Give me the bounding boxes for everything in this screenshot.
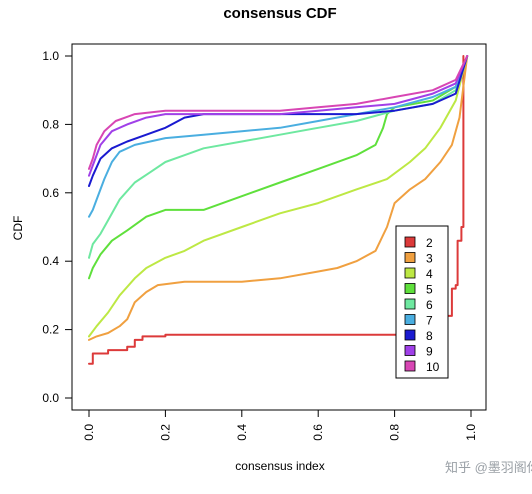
x-tick-label: 0.8	[388, 424, 402, 441]
x-tick-label: 0.0	[82, 424, 96, 441]
chart-title: consensus CDF	[223, 5, 336, 22]
series-line-9	[88, 55, 469, 177]
series-line-3	[88, 55, 469, 341]
x-tick-label: 0.4	[235, 424, 249, 441]
y-tick-label: 0.6	[42, 186, 59, 200]
legend-label-4: 4	[426, 267, 433, 281]
series-line-8	[88, 55, 469, 187]
y-axis-label: CDF	[11, 216, 25, 241]
legend-swatch-8	[404, 329, 416, 341]
x-axis-label: consensus index	[235, 459, 324, 473]
y-tick-label: 0.0	[42, 391, 59, 405]
axes: 0.0 0.2 0.4 0.6 0.8 1.0 0.0 0.2 0.4 0.6 0.8 1.0	[42, 49, 478, 441]
legend-label-5: 5	[426, 283, 433, 297]
x-tick-label: 0.6	[311, 424, 325, 441]
legend-label-8: 8	[426, 329, 433, 343]
x-tick-label: 1.0	[464, 424, 478, 441]
legend-swatch-7	[404, 314, 416, 325]
legend-label-9: 9	[426, 345, 433, 359]
legend: 2 34 56 78 910	[395, 225, 449, 379]
legend-swatch-4	[404, 267, 416, 279]
watermark: 知乎 @墨羽阁你	[445, 460, 532, 475]
y-tick-label: 0.2	[42, 323, 59, 337]
series-line-7	[88, 55, 469, 218]
y-tick-label: 0.4	[42, 254, 59, 268]
series-line-10	[88, 55, 469, 170]
legend-label-7: 7	[426, 314, 433, 328]
legend-swatch-9	[404, 345, 416, 356]
legend-swatch-2	[404, 236, 416, 248]
y-tick-label: 0.8	[42, 117, 59, 131]
legend-label-2: 2	[426, 236, 433, 250]
legend-label-10: 10	[426, 360, 440, 374]
legend-swatch-3	[404, 252, 416, 263]
legend-swatch-10	[404, 360, 416, 372]
series-line-4	[88, 55, 469, 338]
legend-box	[395, 225, 449, 379]
legend-swatch-6	[404, 298, 416, 310]
series-layer	[88, 55, 469, 365]
y-tick-label: 1.0	[42, 49, 59, 63]
legend-label-6: 6	[426, 298, 433, 312]
legend-label-3: 3	[426, 252, 433, 266]
x-tick-label: 0.2	[158, 424, 172, 441]
series-line-2	[88, 55, 465, 365]
legend-swatch-5	[404, 283, 416, 294]
plot-frame	[71, 43, 487, 411]
